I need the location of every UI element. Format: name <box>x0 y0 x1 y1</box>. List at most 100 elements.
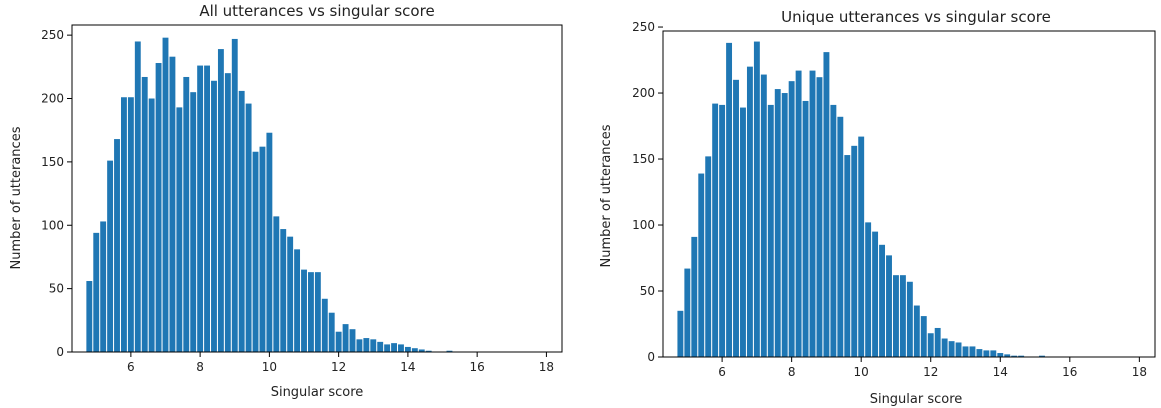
bar <box>969 346 976 357</box>
bar <box>176 107 183 352</box>
bar <box>677 310 684 357</box>
x-tick-label: 14 <box>993 365 1008 379</box>
bar <box>301 269 307 352</box>
bar <box>705 156 712 357</box>
bar <box>753 41 760 358</box>
bar <box>976 349 983 357</box>
bar <box>377 341 384 352</box>
bar <box>740 107 746 357</box>
bar <box>872 231 879 357</box>
bar <box>294 249 301 352</box>
bar <box>169 56 176 352</box>
y-tick-label: 150 <box>632 152 655 166</box>
bar <box>411 348 418 352</box>
x-tick-label: 16 <box>1062 365 1077 379</box>
bar <box>370 339 377 352</box>
y-tick-label: 250 <box>41 28 64 42</box>
bars-group <box>677 41 1045 358</box>
bar <box>886 255 892 357</box>
y-tick-label: 0 <box>56 345 64 359</box>
y-tick-label: 150 <box>41 155 64 169</box>
bar <box>404 346 411 352</box>
bar <box>879 244 886 357</box>
bar <box>1011 355 1018 357</box>
bar <box>893 275 899 357</box>
bar <box>774 89 781 357</box>
bar <box>990 350 997 357</box>
bar <box>837 116 844 357</box>
y-axis-label: Number of utterances <box>599 124 614 267</box>
chart-title: Unique utterances vs singular score <box>781 8 1051 26</box>
bar <box>86 281 93 352</box>
bar <box>363 338 370 352</box>
bar <box>913 305 920 357</box>
bar <box>760 74 767 358</box>
bar <box>217 49 224 352</box>
bar <box>816 77 823 357</box>
bar <box>349 329 356 352</box>
bar <box>245 103 252 352</box>
y-tick-label: 50 <box>49 282 64 296</box>
bar <box>398 344 404 352</box>
bar <box>899 275 906 357</box>
bar <box>1018 355 1025 357</box>
chart-title: All utterances vs singular score <box>199 2 434 20</box>
bar <box>684 268 691 357</box>
bar <box>830 104 837 357</box>
bar <box>920 316 927 357</box>
bar <box>927 333 934 357</box>
x-tick-label: 6 <box>127 360 135 374</box>
bar <box>287 236 294 352</box>
bar <box>844 155 851 357</box>
bar <box>823 52 830 358</box>
bar <box>134 41 141 352</box>
bar <box>733 79 739 357</box>
y-tick-label: 250 <box>632 20 655 34</box>
bar <box>788 81 795 358</box>
bar <box>726 42 733 357</box>
y-tick-label: 100 <box>41 218 64 232</box>
x-axis-label: Singular score <box>870 392 963 407</box>
bar <box>197 65 204 352</box>
bar <box>308 272 314 352</box>
bar <box>127 97 134 353</box>
bar <box>767 104 774 357</box>
bar <box>719 104 726 357</box>
bar <box>795 70 802 357</box>
bar <box>746 66 753 357</box>
y-tick-label: 200 <box>632 86 655 100</box>
bar <box>356 339 363 352</box>
bar <box>934 327 941 357</box>
bar <box>983 350 990 357</box>
bar <box>781 93 788 357</box>
bar <box>955 342 962 357</box>
y-tick-label: 0 <box>647 350 655 364</box>
bar <box>851 145 858 357</box>
bar <box>204 65 210 352</box>
bar <box>141 76 148 352</box>
chart-unique-utterances: Unique utterances vs singular score 6 8 10… <box>599 8 1156 407</box>
bar <box>809 70 816 357</box>
plot-frame <box>662 30 1156 358</box>
bars-group <box>86 37 453 353</box>
bar <box>107 160 114 352</box>
bar <box>948 341 955 357</box>
x-tick-label: 8 <box>196 360 204 374</box>
bar <box>446 350 453 352</box>
x-tick-label: 12 <box>331 360 346 374</box>
bar <box>93 232 100 352</box>
x-tick-label: 10 <box>262 360 277 374</box>
bar <box>1039 355 1045 357</box>
bar <box>997 353 1004 357</box>
bar <box>328 312 335 352</box>
bar <box>858 136 865 357</box>
bar <box>691 236 698 357</box>
x-tick-label: 6 <box>718 365 726 379</box>
x-tick-label: 18 <box>1132 365 1147 379</box>
bar <box>231 38 238 352</box>
bar <box>418 349 425 352</box>
x-tick-label: 10 <box>854 365 869 379</box>
bar <box>224 73 231 352</box>
y-tick-label: 200 <box>41 92 64 106</box>
ticks-group: 6 8 10 12 14 16 18 0 50 100 150 200 250 <box>632 20 1147 379</box>
